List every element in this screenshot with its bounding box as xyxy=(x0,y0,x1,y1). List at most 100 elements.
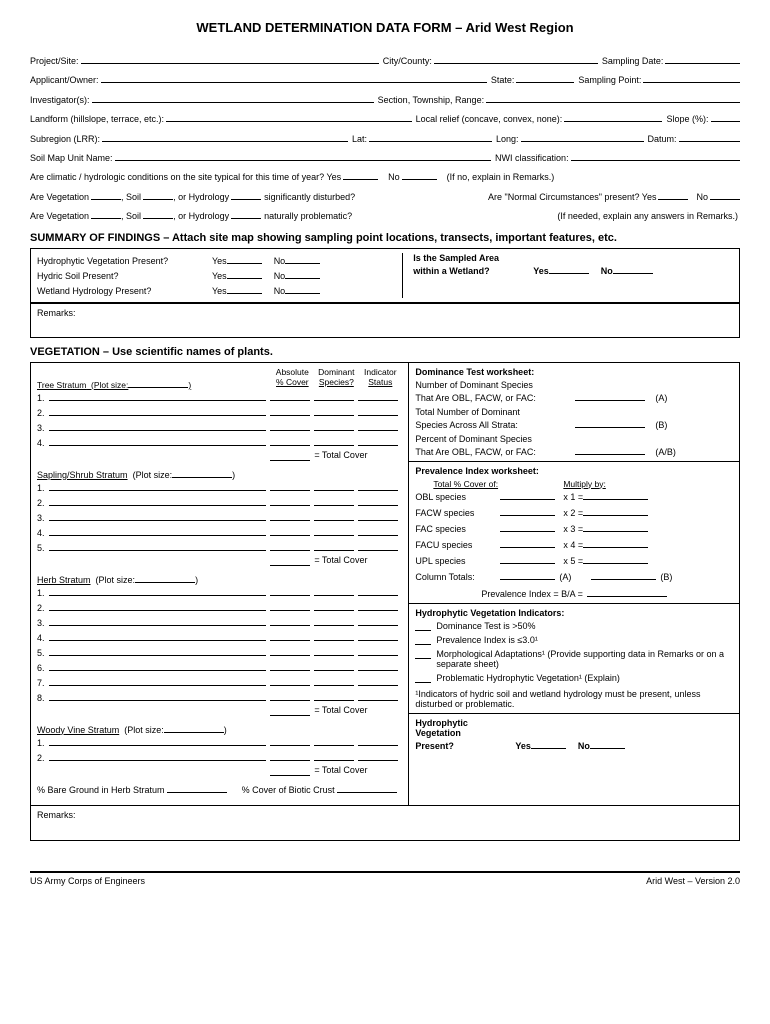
field-tree-plot[interactable] xyxy=(128,377,188,388)
field-landform[interactable] xyxy=(166,111,412,122)
field-relief[interactable] xyxy=(564,111,662,122)
field-q2-no[interactable] xyxy=(285,268,320,279)
field-slope[interactable] xyxy=(711,111,740,122)
field-sapling-total[interactable] xyxy=(270,555,310,566)
field-species[interactable] xyxy=(49,420,266,431)
field-fac-cov[interactable] xyxy=(500,521,555,532)
field-cover[interactable] xyxy=(270,420,310,431)
field-cover[interactable] xyxy=(270,525,310,536)
field-woody-plot[interactable] xyxy=(164,722,224,733)
field-hvp-no[interactable] xyxy=(590,738,625,749)
field-ind[interactable] xyxy=(358,750,398,761)
field-ind[interactable] xyxy=(358,495,398,506)
field-dom[interactable] xyxy=(314,390,354,401)
field-hydro-prob[interactable] xyxy=(231,208,261,219)
field-soil-prob[interactable] xyxy=(143,208,173,219)
field-facw-cov[interactable] xyxy=(500,505,555,516)
field-dom[interactable] xyxy=(314,600,354,611)
field-veg-dist[interactable] xyxy=(91,189,121,200)
field-species[interactable] xyxy=(49,645,266,656)
field-section[interactable] xyxy=(486,92,740,103)
field-cover[interactable] xyxy=(270,660,310,671)
field-nwi[interactable] xyxy=(571,150,740,161)
field-species[interactable] xyxy=(49,540,266,551)
field-q1-no[interactable] xyxy=(285,253,320,264)
field-lat[interactable] xyxy=(369,131,492,142)
field-facu-mult[interactable] xyxy=(583,537,648,548)
field-ind[interactable] xyxy=(358,735,398,746)
field-upl-cov[interactable] xyxy=(500,553,555,564)
field-q3-yes[interactable] xyxy=(227,283,262,294)
field-facw-mult[interactable] xyxy=(583,505,648,516)
field-species[interactable] xyxy=(49,405,266,416)
field-dom[interactable] xyxy=(314,645,354,656)
field-soil-dist[interactable] xyxy=(143,189,173,200)
field-ind[interactable] xyxy=(358,435,398,446)
field-normal-yes[interactable] xyxy=(658,189,688,200)
field-cover[interactable] xyxy=(270,390,310,401)
field-cover[interactable] xyxy=(270,495,310,506)
field-dom[interactable] xyxy=(314,435,354,446)
field-samppoint[interactable] xyxy=(643,72,740,83)
field-facu-cov[interactable] xyxy=(500,537,555,548)
field-ind[interactable] xyxy=(358,420,398,431)
field-species[interactable] xyxy=(49,735,266,746)
field-investigator[interactable] xyxy=(92,92,374,103)
field-bare[interactable] xyxy=(167,782,227,793)
field-cover[interactable] xyxy=(270,405,310,416)
veg-remarks[interactable]: Remarks: xyxy=(30,806,740,841)
field-subregion[interactable] xyxy=(102,131,348,142)
field-wetland-no[interactable] xyxy=(613,263,653,274)
field-species[interactable] xyxy=(49,690,266,701)
field-datum[interactable] xyxy=(679,131,740,142)
field-cover[interactable] xyxy=(270,510,310,521)
field-dom[interactable] xyxy=(314,510,354,521)
field-dom[interactable] xyxy=(314,660,354,671)
field-cover[interactable] xyxy=(270,600,310,611)
field-q1-yes[interactable] xyxy=(227,253,262,264)
field-cover[interactable] xyxy=(270,750,310,761)
field-cover[interactable] xyxy=(270,540,310,551)
field-long[interactable] xyxy=(521,131,644,142)
field-species[interactable] xyxy=(49,390,266,401)
field-dom[interactable] xyxy=(314,405,354,416)
field-dom[interactable] xyxy=(314,585,354,596)
field-dom[interactable] xyxy=(314,420,354,431)
field-state[interactable] xyxy=(516,72,574,83)
field-dom[interactable] xyxy=(314,735,354,746)
field-pi[interactable] xyxy=(587,586,667,597)
field-ind[interactable] xyxy=(358,645,398,656)
field-veg-prob[interactable] xyxy=(91,208,121,219)
field-ind[interactable] xyxy=(358,525,398,536)
field-species[interactable] xyxy=(49,480,266,491)
field-soilmap[interactable] xyxy=(115,150,492,161)
field-ind[interactable] xyxy=(358,690,398,701)
field-cover[interactable] xyxy=(270,480,310,491)
field-species[interactable] xyxy=(49,435,266,446)
field-obl-cov[interactable] xyxy=(500,489,555,500)
field-species[interactable] xyxy=(49,630,266,641)
field-dom-ab[interactable] xyxy=(575,444,645,455)
field-cover[interactable] xyxy=(270,645,310,656)
field-q2-yes[interactable] xyxy=(227,268,262,279)
field-species[interactable] xyxy=(49,600,266,611)
field-herb-total[interactable] xyxy=(270,705,310,716)
field-wetland-yes[interactable] xyxy=(549,263,589,274)
field-ind[interactable] xyxy=(358,660,398,671)
field-dom[interactable] xyxy=(314,495,354,506)
field-dom[interactable] xyxy=(314,525,354,536)
field-cover[interactable] xyxy=(270,735,310,746)
field-species[interactable] xyxy=(49,495,266,506)
field-upl-mult[interactable] xyxy=(583,553,648,564)
field-dom[interactable] xyxy=(314,690,354,701)
field-ind[interactable] xyxy=(358,405,398,416)
field-cover[interactable] xyxy=(270,585,310,596)
field-dom-b[interactable] xyxy=(575,417,645,428)
field-hvp-yes[interactable] xyxy=(531,738,566,749)
field-cover[interactable] xyxy=(270,615,310,626)
field-ind[interactable] xyxy=(358,510,398,521)
field-ind[interactable] xyxy=(358,675,398,686)
field-city[interactable] xyxy=(434,53,598,64)
field-biotic[interactable] xyxy=(337,782,397,793)
chk-prev[interactable] xyxy=(415,635,431,645)
